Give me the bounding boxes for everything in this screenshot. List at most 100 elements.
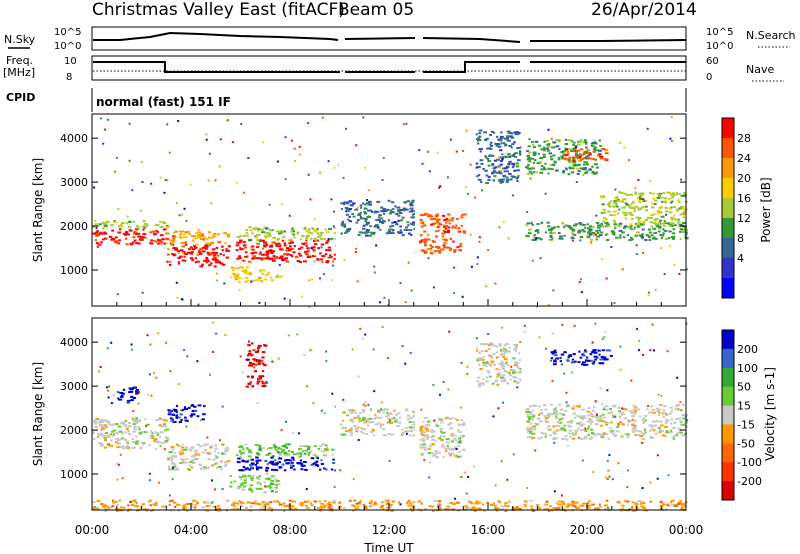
power-cell (251, 252, 255, 254)
velocity-cell (386, 414, 390, 417)
velocity-cell (179, 413, 183, 416)
velocity-cell (195, 457, 199, 460)
velocity-cell (450, 452, 454, 455)
power-cell (443, 246, 448, 249)
power-cell (652, 213, 656, 216)
power-cell (564, 143, 569, 146)
velocity-noise-cell (121, 477, 124, 480)
velocity-noise-cell (439, 393, 441, 396)
power-noise-cell (313, 260, 316, 263)
power-cell (475, 162, 479, 165)
velocity-cell (154, 431, 157, 434)
velocity-cell (607, 412, 611, 415)
power-cell (507, 139, 511, 142)
velocity-noise-cell (388, 419, 391, 422)
power-noise-cell (673, 264, 676, 266)
power-noise-cell (284, 178, 287, 181)
power-cell (280, 231, 283, 234)
power-cell (516, 159, 521, 162)
velocity-cell (412, 411, 415, 413)
power-noise-cell (331, 279, 334, 282)
power-noise-cell (205, 138, 208, 141)
velocity-cell (245, 385, 249, 388)
velocity-cell (578, 403, 581, 406)
velocity-cell (254, 463, 257, 466)
power-cell (591, 165, 594, 168)
power-cell (625, 203, 630, 206)
velocity-cell (393, 409, 396, 412)
velocity-cell (126, 401, 130, 404)
velocity-cell (544, 417, 549, 420)
power-noise-cell (670, 116, 673, 119)
power-cell (682, 206, 687, 209)
power-cell (487, 176, 491, 179)
velocity-cell (567, 424, 571, 427)
power-cell (537, 152, 540, 155)
power-cell (592, 150, 596, 153)
velocity-cell (465, 507, 470, 510)
power-noise-cell (661, 200, 663, 203)
power-cell (193, 244, 196, 247)
power-gaps (335, 114, 524, 306)
power-cell (263, 226, 267, 229)
velocity-cell (643, 428, 647, 431)
power-cell (487, 179, 491, 181)
velocity-noise-cell (651, 323, 654, 326)
power-cell (441, 232, 445, 235)
power-cell (598, 149, 602, 152)
power-cell (319, 258, 324, 261)
velocity-cell (167, 458, 170, 461)
velocity-cell (386, 506, 389, 509)
power-cell (420, 225, 424, 228)
power-noise-cell (547, 128, 550, 131)
power-cell (452, 240, 455, 243)
power-cell (635, 231, 640, 234)
power-noise-cell (249, 247, 252, 250)
velocity-noise-cell (214, 488, 216, 491)
power-cell (157, 242, 160, 245)
velocity-cell (572, 502, 575, 504)
power-noise-cell (668, 245, 671, 248)
power-cell (306, 247, 310, 250)
power-cell (532, 236, 536, 239)
velocity-cell (505, 343, 509, 345)
velocity-cell (669, 406, 673, 409)
velocity-cell (607, 422, 609, 425)
power-cell (333, 257, 338, 260)
velocity-cell (605, 358, 609, 361)
power-cell (553, 160, 557, 163)
power-cell (157, 224, 160, 227)
velocity-cell (368, 502, 372, 505)
power-noise-cell (131, 189, 134, 192)
power-cell (575, 156, 579, 159)
power-cell (511, 166, 515, 169)
velocity-noise-cell (404, 362, 407, 365)
power-cell (585, 142, 588, 145)
velocity-cell (254, 444, 259, 446)
power-cell (589, 232, 593, 235)
power-noise-cell (327, 160, 330, 163)
velocity-noise-cell (674, 505, 677, 508)
power-cell (503, 175, 507, 178)
velocity-noise-cell (157, 332, 160, 335)
velocity-cell (544, 408, 548, 411)
velocity-cell (632, 423, 636, 425)
power-cell (292, 251, 296, 254)
velocity-cell (238, 476, 243, 479)
power-cell (530, 221, 533, 224)
power-noise-cell (399, 282, 402, 285)
power-noise-cell (461, 295, 464, 298)
power-cell (399, 231, 403, 234)
power-cell (526, 235, 530, 238)
velocity-cell (412, 423, 415, 426)
velocity-cell (117, 439, 121, 441)
velocity-cell (674, 408, 677, 411)
velocity-cell (371, 429, 375, 432)
velocity-cell (150, 509, 153, 512)
velocity-cell (470, 508, 473, 511)
power-cell (615, 236, 619, 239)
velocity-cell (419, 438, 422, 441)
power-noise-cell (175, 202, 178, 205)
velocity-cell (577, 415, 582, 418)
velocity-cell (531, 409, 535, 412)
